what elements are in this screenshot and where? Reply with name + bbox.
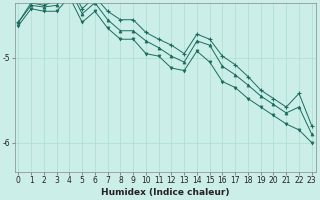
X-axis label: Humidex (Indice chaleur): Humidex (Indice chaleur) (101, 188, 229, 197)
